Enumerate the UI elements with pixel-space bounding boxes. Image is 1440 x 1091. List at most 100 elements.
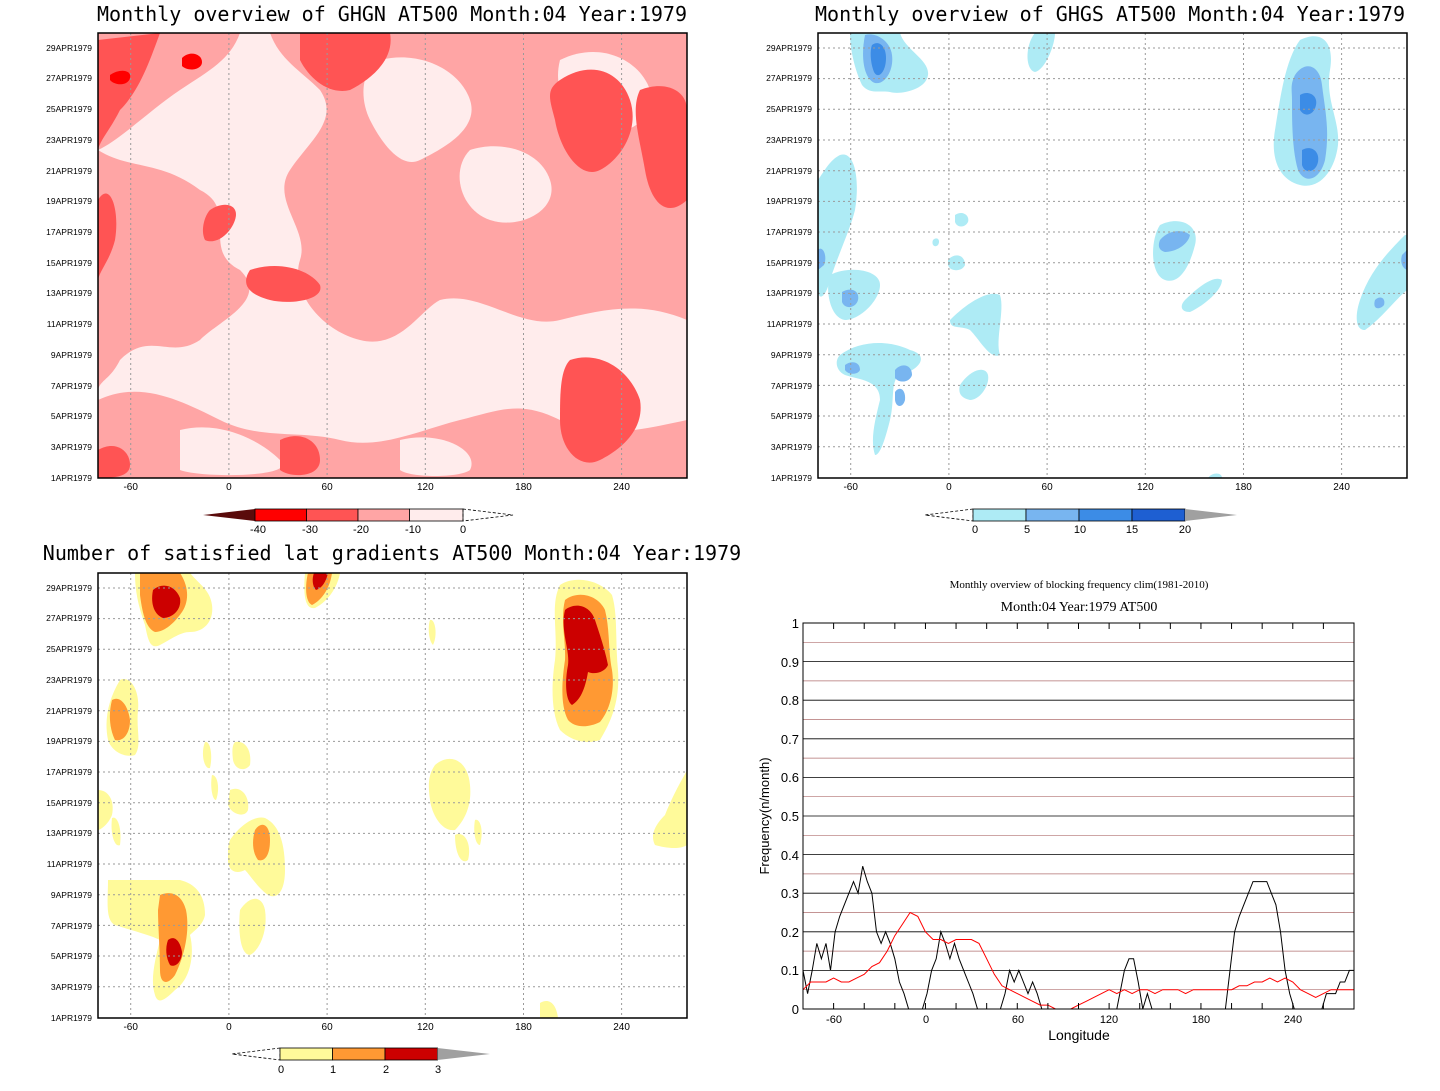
lat-gradients-y-axis: 1APR1979 3APR1979 5APR1979 7APR1979 9APR… <box>46 583 92 1023</box>
lat-gradients-chart: 1APR1979 3APR1979 5APR1979 7APR1979 9APR… <box>46 572 688 1076</box>
ghgs-colorbar: 0 5 10 15 20 <box>924 508 1237 536</box>
y-tick-label: 3APR1979 <box>51 982 92 992</box>
ghgn-x-axis: -60 0 60 120 180 240 <box>123 482 630 493</box>
x-tick-label: 240 <box>613 1022 630 1033</box>
ghgn-colorbar: -40 -30 -20 -10 0 <box>203 508 514 536</box>
x-tick-label: 60 <box>322 482 334 493</box>
y-tick-label: 15APR1979 <box>766 258 812 268</box>
ghgn-cbar-label: -10 <box>405 524 421 536</box>
clim-ylabel: Frequency(n/month) <box>757 757 772 874</box>
y-tick-label: 29APR1979 <box>766 43 812 53</box>
y-tick-label: 7APR1979 <box>771 381 812 391</box>
x-tick-label: 180 <box>515 482 532 493</box>
y-tick-label: 9APR1979 <box>51 350 92 360</box>
y-tick-label: 13APR1979 <box>46 288 92 298</box>
y-tick-label: 19APR1979 <box>46 196 92 206</box>
y-tick-label: 11APR1979 <box>47 319 92 329</box>
x-tick-label: 120 <box>1100 1014 1118 1026</box>
y-tick-label: 19APR1979 <box>46 736 92 746</box>
y-tick-label: 0 <box>792 1002 799 1017</box>
ghgs-chart: 1APR1979 3APR1979 5APR1979 7APR1979 9APR… <box>766 32 1408 536</box>
x-tick-label: 0 <box>946 482 952 493</box>
ghgn-frame <box>97 32 688 479</box>
y-tick-label: 0.5 <box>781 809 799 824</box>
clim-grid <box>803 622 1354 1010</box>
y-tick-label: 3APR1979 <box>771 442 812 452</box>
ghgn-cbar-label: -20 <box>353 524 369 536</box>
y-tick-label: 15APR1979 <box>46 798 92 808</box>
x-tick-label: 240 <box>1333 482 1350 493</box>
y-tick-label: 11APR1979 <box>767 319 812 329</box>
y-tick-label: 9APR1979 <box>51 890 92 900</box>
y-tick-label: 0.8 <box>781 693 799 708</box>
y-tick-label: 0.1 <box>781 963 799 978</box>
y-tick-label: 1APR1979 <box>51 473 92 483</box>
y-tick-label: 27APR1979 <box>766 73 812 83</box>
ghgn-cbar-label: -30 <box>302 524 318 536</box>
clim-series <box>802 866 1354 1010</box>
x-tick-label: 180 <box>1235 482 1252 493</box>
y-tick-label: 11APR1979 <box>47 859 92 869</box>
ghgn-y-axis: 1APR1979 3APR1979 5APR1979 7APR1979 9APR… <box>46 43 92 483</box>
ghgn-cbar-label: 0 <box>460 524 466 536</box>
x-tick-label: 0 <box>226 1022 232 1033</box>
ghgs-cbar-label: 15 <box>1126 524 1138 536</box>
y-tick-label: 0.2 <box>781 925 799 940</box>
y-tick-label: 0.9 <box>781 655 799 670</box>
y-tick-label: 5APR1979 <box>771 411 812 421</box>
y-tick-label: 27APR1979 <box>46 73 92 83</box>
ghgn-cbar-label: -40 <box>250 524 266 536</box>
x-tick-label: 60 <box>1042 482 1054 493</box>
ghgs-y-axis: 1APR1979 3APR1979 5APR1979 7APR1979 9APR… <box>766 43 812 483</box>
y-tick-label: 25APR1979 <box>46 104 92 114</box>
clim-y-axis: 0 0.1 0.2 0.3 0.4 0.5 0.6 0.7 0.8 0.9 1 <box>781 616 799 1017</box>
ghgs-x-axis: -60 0 60 120 180 240 <box>843 482 1350 493</box>
y-tick-label: 1APR1979 <box>771 473 812 483</box>
lat-gradients-x-axis: -60 0 60 120 180 240 <box>123 1022 630 1033</box>
ghgs-cbar-label: 20 <box>1179 524 1191 536</box>
y-tick-label: 17APR1979 <box>766 227 812 237</box>
ghgs-cbar-label: 5 <box>1024 524 1030 536</box>
y-tick-label: 0.6 <box>781 770 799 785</box>
ghgs-cbar-label: 10 <box>1074 524 1086 536</box>
y-tick-label: 21APR1979 <box>766 166 812 176</box>
y-tick-label: 25APR1979 <box>46 644 92 654</box>
x-tick-label: 180 <box>515 1022 532 1033</box>
ghgs-cbar-label: 0 <box>972 524 978 536</box>
lat-cbar-label: 3 <box>435 1064 441 1076</box>
ghgs-frame <box>817 32 1408 479</box>
lat-cbar-label: 2 <box>383 1064 389 1076</box>
y-tick-label: 21APR1979 <box>46 706 92 716</box>
x-tick-label: 120 <box>1137 482 1154 493</box>
y-tick-label: 5APR1979 <box>51 951 92 961</box>
lat-cbar-label: 0 <box>278 1064 284 1076</box>
x-tick-label: 240 <box>1284 1014 1302 1026</box>
clim-line-chart: Monthly overview of blocking frequency c… <box>757 579 1355 1043</box>
y-tick-label: 1APR1979 <box>51 1013 92 1023</box>
y-tick-label: 21APR1979 <box>46 166 92 176</box>
ghgs-grid <box>818 33 1407 478</box>
lat-gradients-title: Number of satisfied lat gradients AT500 … <box>42 541 742 565</box>
ghgn-chart: 1APR1979 3APR1979 5APR1979 7APR1979 9APR… <box>46 32 688 536</box>
x-tick-label: 180 <box>1192 1014 1210 1026</box>
y-tick-label: 3APR1979 <box>51 442 92 452</box>
lat-cbar-label: 1 <box>330 1064 336 1076</box>
y-tick-label: 15APR1979 <box>46 258 92 268</box>
y-tick-label: 19APR1979 <box>766 196 812 206</box>
x-tick-label: 0 <box>923 1014 929 1026</box>
ghgn-grid <box>130 33 623 478</box>
clim-xlabel: Longitude <box>1048 1027 1110 1043</box>
y-tick-label: 23APR1979 <box>766 135 812 145</box>
ghgn-field <box>98 33 687 478</box>
y-tick-label: 29APR1979 <box>46 43 92 53</box>
x-tick-label: -60 <box>123 1022 138 1033</box>
y-tick-label: 13APR1979 <box>46 828 92 838</box>
clim-chart-subtitle: Month:04 Year:1979 AT500 <box>1001 600 1158 615</box>
lat-gradients-frame <box>97 572 688 1019</box>
ghgs-title: Monthly overview of GHGS AT500 Month:04 … <box>814 2 1405 26</box>
ghgs-field <box>818 33 1407 478</box>
y-tick-label: 29APR1979 <box>46 583 92 593</box>
x-tick-label: 240 <box>613 482 630 493</box>
x-tick-label: 60 <box>322 1022 334 1033</box>
y-tick-label: 23APR1979 <box>46 135 92 145</box>
